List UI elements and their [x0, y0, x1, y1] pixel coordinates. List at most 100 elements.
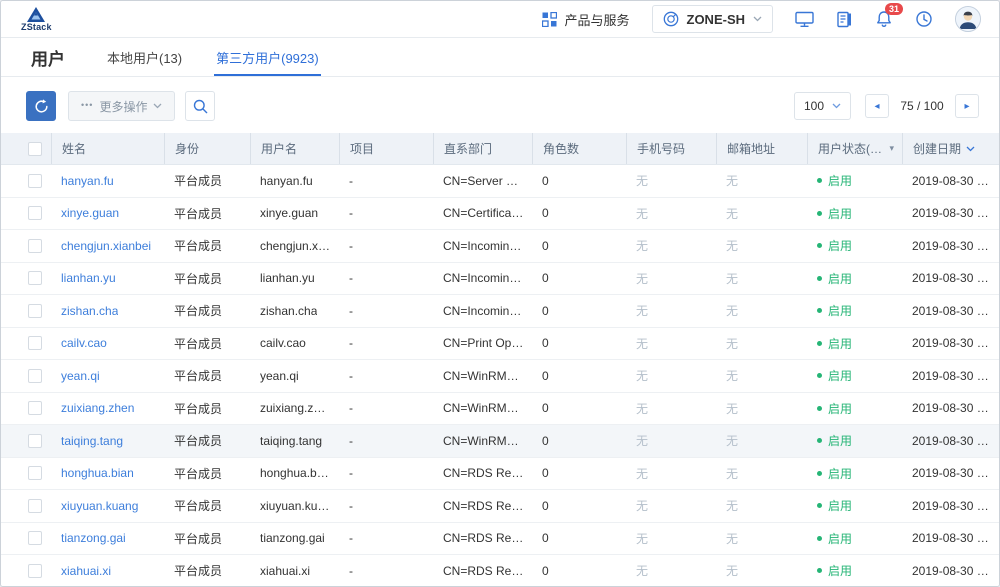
table-row[interactable]: zuixiang.zhen 平台成员 zuixiang.zhen - CN=Wi…	[1, 392, 999, 425]
table-row[interactable]: yean.qi 平台成员 yean.qi - CN=WinRMRem… 0 无 …	[1, 360, 999, 393]
row-checkbox[interactable]	[28, 531, 42, 546]
created-date-cell: 2019-08-30 13:3…	[912, 563, 993, 578]
prev-page-button[interactable]: ◂	[865, 94, 889, 118]
row-checkbox[interactable]	[28, 173, 42, 188]
search-button[interactable]	[185, 91, 216, 121]
row-checkbox[interactable]	[28, 563, 42, 578]
avatar[interactable]	[955, 6, 981, 32]
row-checkbox[interactable]	[28, 206, 42, 221]
table-row[interactable]: taiqing.tang 平台成员 taiqing.tang - CN=WinR…	[1, 425, 999, 458]
table-row[interactable]: zishan.cha 平台成员 zishan.cha - CN=Incoming…	[1, 295, 999, 328]
phone-cell: 无	[636, 564, 649, 579]
table-row[interactable]: cailv.cao 平台成员 cailv.cao - CN=Print Oper…	[1, 327, 999, 360]
status-badge: 启用	[828, 239, 853, 254]
project-cell: -	[349, 531, 353, 546]
table-row[interactable]: honghua.bian 平台成员 honghua.bian - CN=RDS …	[1, 457, 999, 490]
roles-count-cell: 0	[542, 271, 549, 286]
project-cell: -	[349, 368, 353, 383]
row-checkbox[interactable]	[28, 271, 42, 286]
row-checkbox[interactable]	[28, 433, 42, 448]
user-name-link[interactable]: lianhan.yu	[61, 271, 116, 286]
filter-caret-icon: ▾	[889, 143, 894, 153]
more-actions-button[interactable]: ••• 更多操作	[68, 91, 176, 121]
created-date-cell: 2019-08-30 13:3…	[912, 401, 993, 416]
user-name-link[interactable]: cailv.cao	[61, 336, 107, 351]
identity-cell: 平台成员	[174, 499, 223, 514]
tab-local-users[interactable]: 本地用户(13)	[107, 50, 183, 66]
status-badge: 启用	[828, 401, 853, 416]
zstack-logo-icon	[27, 6, 46, 22]
history-button[interactable]	[915, 10, 933, 28]
select-all-checkbox[interactable]	[28, 141, 42, 156]
status-badge: 启用	[828, 271, 853, 286]
identity-cell: 平台成员	[174, 239, 223, 254]
status-dot	[817, 210, 822, 216]
user-name-link[interactable]: zishan.cha	[61, 303, 119, 318]
row-checkbox[interactable]	[28, 303, 42, 318]
created-date-cell: 2019-08-30 13:3…	[912, 368, 993, 383]
chevron-down-icon	[832, 103, 841, 109]
column-header-phone: 手机号码	[626, 133, 716, 164]
notifications-button[interactable]: 31	[875, 3, 904, 28]
page-size-select[interactable]: 100	[793, 92, 851, 120]
table-row[interactable]: tianzong.gai 平台成员 tianzong.gai - CN=RDS …	[1, 522, 999, 555]
refresh-button[interactable]	[26, 91, 56, 121]
row-checkbox[interactable]	[28, 336, 42, 351]
table-row[interactable]: xiahuai.xi 平台成员 xiahuai.xi - CN=RDS Remo…	[1, 555, 999, 586]
table-row[interactable]: chengjun.xianbei 平台成员 chengjun.xianbei -…	[1, 230, 999, 263]
department-cell: CN=WinRMRem…	[443, 433, 524, 448]
row-checkbox[interactable]	[28, 238, 42, 253]
column-header-created-sort[interactable]: 创建日期	[902, 133, 999, 164]
user-name-link[interactable]: xinye.guan	[61, 206, 120, 221]
documents-button[interactable]	[836, 11, 853, 28]
user-name-link[interactable]: xiuyuan.kuang	[61, 498, 139, 513]
roles-count-cell: 0	[542, 433, 549, 448]
row-checkbox[interactable]	[28, 401, 42, 416]
zstack-logo[interactable]: ZStack	[21, 6, 52, 32]
status-dot	[817, 340, 822, 346]
console-button[interactable]	[795, 11, 814, 28]
department-cell: CN=RDS Remot…	[443, 466, 524, 481]
row-checkbox[interactable]	[28, 368, 42, 383]
project-cell: -	[349, 563, 353, 578]
status-dot	[817, 178, 822, 184]
user-name-link[interactable]: tianzong.gai	[61, 531, 126, 546]
status-dot	[817, 470, 822, 476]
table-row[interactable]: xinye.guan 平台成员 xinye.guan - CN=Certific…	[1, 197, 999, 230]
zone-icon	[663, 11, 679, 27]
status-badge: 启用	[828, 174, 853, 189]
roles-count-cell: 0	[542, 238, 549, 253]
table-row[interactable]: hanyan.fu 平台成员 hanyan.fu - CN=Server Ope…	[1, 165, 999, 198]
row-checkbox[interactable]	[28, 498, 42, 513]
products-services-button[interactable]: 产品与服务	[542, 10, 630, 29]
user-name-link[interactable]: chengjun.xianbei	[61, 238, 152, 253]
toolbar: ••• 更多操作 100 ◂ 75 / 100 ▸	[1, 77, 999, 133]
top-bar: ZStack 产品与服务	[1, 1, 999, 38]
phone-cell: 无	[636, 531, 649, 546]
identity-cell: 平台成员	[174, 304, 223, 319]
zone-selector[interactable]: ZONE-SH	[651, 5, 773, 33]
user-name-link[interactable]: zuixiang.zhen	[61, 401, 135, 416]
row-checkbox[interactable]	[28, 466, 42, 481]
column-header-project: 项目	[339, 133, 433, 164]
column-header-identity: 身份	[164, 133, 250, 164]
user-name-link[interactable]: taiqing.tang	[61, 433, 124, 448]
user-name-link[interactable]: honghua.bian	[61, 466, 134, 481]
project-cell: -	[349, 498, 353, 513]
next-page-button[interactable]: ▸	[955, 94, 979, 118]
status-badge: 启用	[828, 206, 853, 221]
table-row[interactable]: xiuyuan.kuang 平台成员 xiuyuan.kuang - CN=RD…	[1, 490, 999, 523]
project-cell: -	[349, 206, 353, 221]
status-dot	[817, 275, 822, 281]
phone-cell: 无	[636, 401, 649, 416]
page-size-value: 100	[803, 99, 824, 113]
user-name-link[interactable]: xiahuai.xi	[61, 563, 112, 578]
tab-bar: 本地用户(13) 第三方用户(9923)	[107, 38, 321, 76]
column-header-status-filter[interactable]: 用户状态(全部) ▾	[807, 133, 902, 164]
project-cell: -	[349, 271, 353, 286]
username-cell: hanyan.fu	[260, 173, 313, 188]
table-row[interactable]: lianhan.yu 平台成员 lianhan.yu - CN=Incoming…	[1, 262, 999, 295]
user-name-link[interactable]: yean.qi	[61, 368, 100, 383]
user-name-link[interactable]: hanyan.fu	[61, 173, 114, 188]
tab-third-party-users[interactable]: 第三方用户(9923)	[214, 38, 321, 76]
